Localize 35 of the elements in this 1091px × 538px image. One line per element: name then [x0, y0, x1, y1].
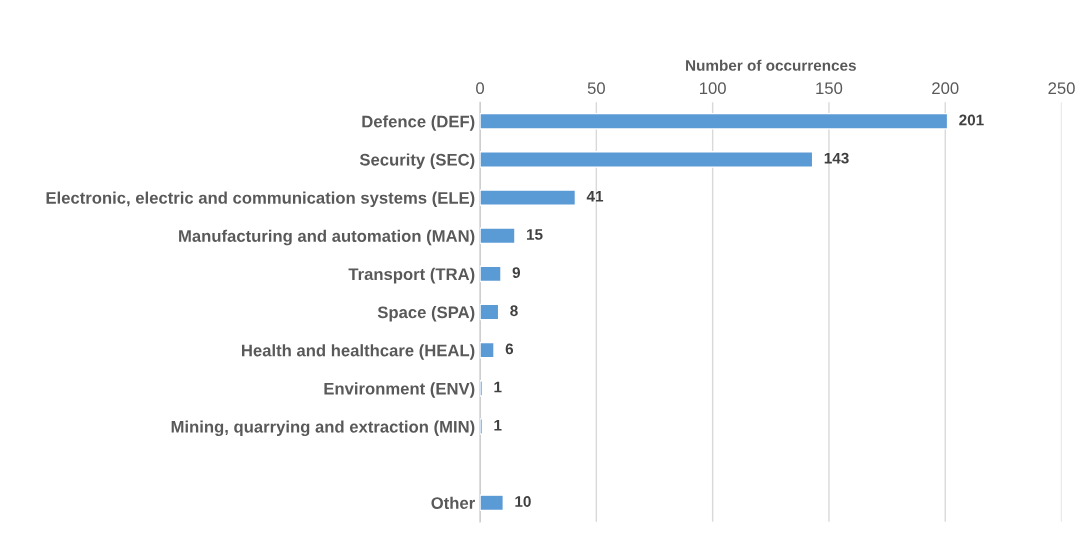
x-tick-label: 50 — [587, 82, 605, 95]
y-tick-label: Security (SEC) — [359, 153, 475, 169]
bar — [480, 494, 504, 512]
y-tick-label: Space (SPA) — [377, 306, 475, 322]
data-label: 201 — [959, 114, 984, 126]
bar — [480, 151, 814, 168]
x-tick-label: 150 — [816, 82, 843, 95]
y-tick-label: Transport (TRA) — [348, 267, 475, 284]
data-label: 1 — [494, 381, 502, 393]
bar — [480, 112, 949, 130]
bar — [480, 341, 495, 359]
y-tick-label: Other — [431, 496, 475, 509]
data-label: 1 — [494, 419, 502, 431]
data-label: 143 — [824, 152, 849, 164]
x-tick-label: 200 — [932, 82, 959, 95]
y-tick-label: Electronic, electric and communication systems (ELE) — [46, 191, 475, 208]
data-label: 10 — [515, 496, 531, 507]
x-tick-label: 250 — [1048, 82, 1075, 95]
data-label: 41 — [586, 191, 604, 202]
x-tick-label: 0 — [476, 82, 485, 95]
y-tick-label: Environment (ENV) — [324, 382, 475, 398]
data-label: 15 — [527, 229, 543, 240]
data-label: 6 — [505, 343, 514, 355]
bar — [480, 189, 577, 206]
bar — [480, 227, 516, 245]
data-label: 8 — [510, 305, 518, 317]
y-tick-label: Health and healthcare (HEAL) — [242, 344, 475, 360]
y-tick-label: Mining, quarrying and extraction (MIN) — [171, 420, 475, 437]
data-label: 9 — [512, 267, 521, 278]
x-axis-title: Number of occurrences — [686, 59, 856, 71]
y-tick-label: Defence (DEF) — [362, 115, 475, 131]
bar — [480, 303, 500, 321]
x-tick-label: 100 — [700, 82, 726, 95]
y-tick-label: Manufacturing and automation (MAN) — [179, 229, 475, 246]
bar — [480, 265, 502, 283]
